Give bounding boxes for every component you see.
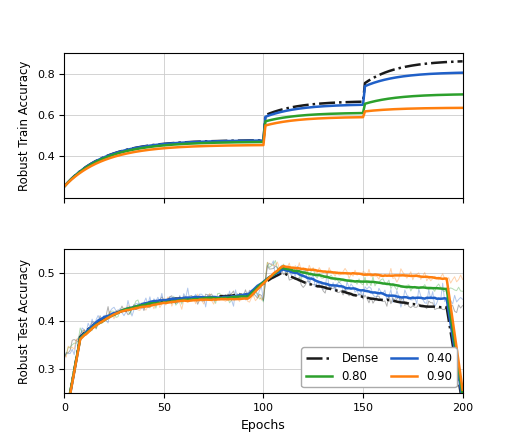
Line: Dense: Dense <box>64 61 463 187</box>
Dense <box>97 318 103 324</box>
Dense <box>63 411 69 416</box>
Dense <box>228 293 234 298</box>
0.40 <box>70 175 76 180</box>
0.40 <box>61 184 67 189</box>
Dense <box>460 59 466 64</box>
Dense <box>70 175 76 180</box>
Legend: Dense, 0.80, 0.40, 0.90: Dense, 0.80, 0.40, 0.90 <box>301 347 457 388</box>
0.80 <box>389 95 395 101</box>
0.90 <box>63 413 69 418</box>
0.80 <box>301 113 307 118</box>
0.40 <box>280 267 286 272</box>
0.40 <box>460 70 466 75</box>
Line: 0.40: 0.40 <box>64 72 463 187</box>
0.40 <box>389 76 395 81</box>
0.90 <box>301 117 307 122</box>
0.90 <box>228 297 234 302</box>
0.90 <box>277 266 283 271</box>
0.40 <box>63 413 69 419</box>
0.40 <box>83 164 89 170</box>
X-axis label: Epochs: Epochs <box>241 419 286 432</box>
Line: 0.80: 0.80 <box>64 268 463 425</box>
Dense <box>389 68 395 73</box>
0.80 <box>460 392 466 398</box>
Dense <box>209 138 215 144</box>
0.90 <box>460 105 466 110</box>
0.90 <box>389 107 395 112</box>
Line: 0.40: 0.40 <box>64 270 463 427</box>
Dense <box>280 270 286 275</box>
0.40 <box>428 295 434 301</box>
0.90 <box>61 184 67 189</box>
0.90 <box>280 263 286 269</box>
0.80 <box>63 411 69 416</box>
0.80 <box>61 184 67 189</box>
0.90 <box>428 274 434 280</box>
0.90 <box>97 159 103 164</box>
Dense <box>428 304 434 309</box>
0.40 <box>209 139 215 144</box>
Y-axis label: Robust Test Accuracy: Robust Test Accuracy <box>18 259 31 384</box>
Dense <box>301 103 307 108</box>
0.40 <box>228 294 234 299</box>
0.80 <box>61 422 67 427</box>
0.80 <box>277 267 283 272</box>
0.90 <box>70 175 76 181</box>
0.90 <box>83 167 89 172</box>
0.80 <box>209 140 215 145</box>
0.80 <box>97 320 103 326</box>
Dense <box>207 296 213 301</box>
Line: 0.90: 0.90 <box>64 266 463 426</box>
Dense <box>61 422 67 427</box>
0.90 <box>209 143 215 149</box>
0.40 <box>97 156 103 162</box>
0.90 <box>460 387 466 392</box>
0.80 <box>428 286 434 291</box>
0.40 <box>61 424 67 430</box>
0.80 <box>228 295 234 300</box>
0.40 <box>277 270 283 275</box>
0.80 <box>70 175 76 180</box>
Line: 0.90: 0.90 <box>64 108 463 187</box>
0.90 <box>61 423 67 428</box>
0.40 <box>460 398 466 403</box>
0.90 <box>97 320 103 325</box>
0.40 <box>97 317 103 322</box>
Dense <box>277 272 283 277</box>
Line: 0.80: 0.80 <box>64 95 463 187</box>
Y-axis label: Robust Train Accuracy: Robust Train Accuracy <box>18 60 31 191</box>
0.40 <box>207 294 213 300</box>
0.80 <box>280 265 286 271</box>
Dense <box>61 184 67 189</box>
0.90 <box>207 297 213 302</box>
Dense <box>83 164 89 170</box>
0.80 <box>460 92 466 97</box>
Dense <box>97 156 103 162</box>
0.40 <box>301 105 307 110</box>
Dense <box>460 402 466 407</box>
0.80 <box>207 295 213 301</box>
0.80 <box>83 165 89 171</box>
0.80 <box>97 157 103 163</box>
Line: Dense: Dense <box>64 273 463 425</box>
